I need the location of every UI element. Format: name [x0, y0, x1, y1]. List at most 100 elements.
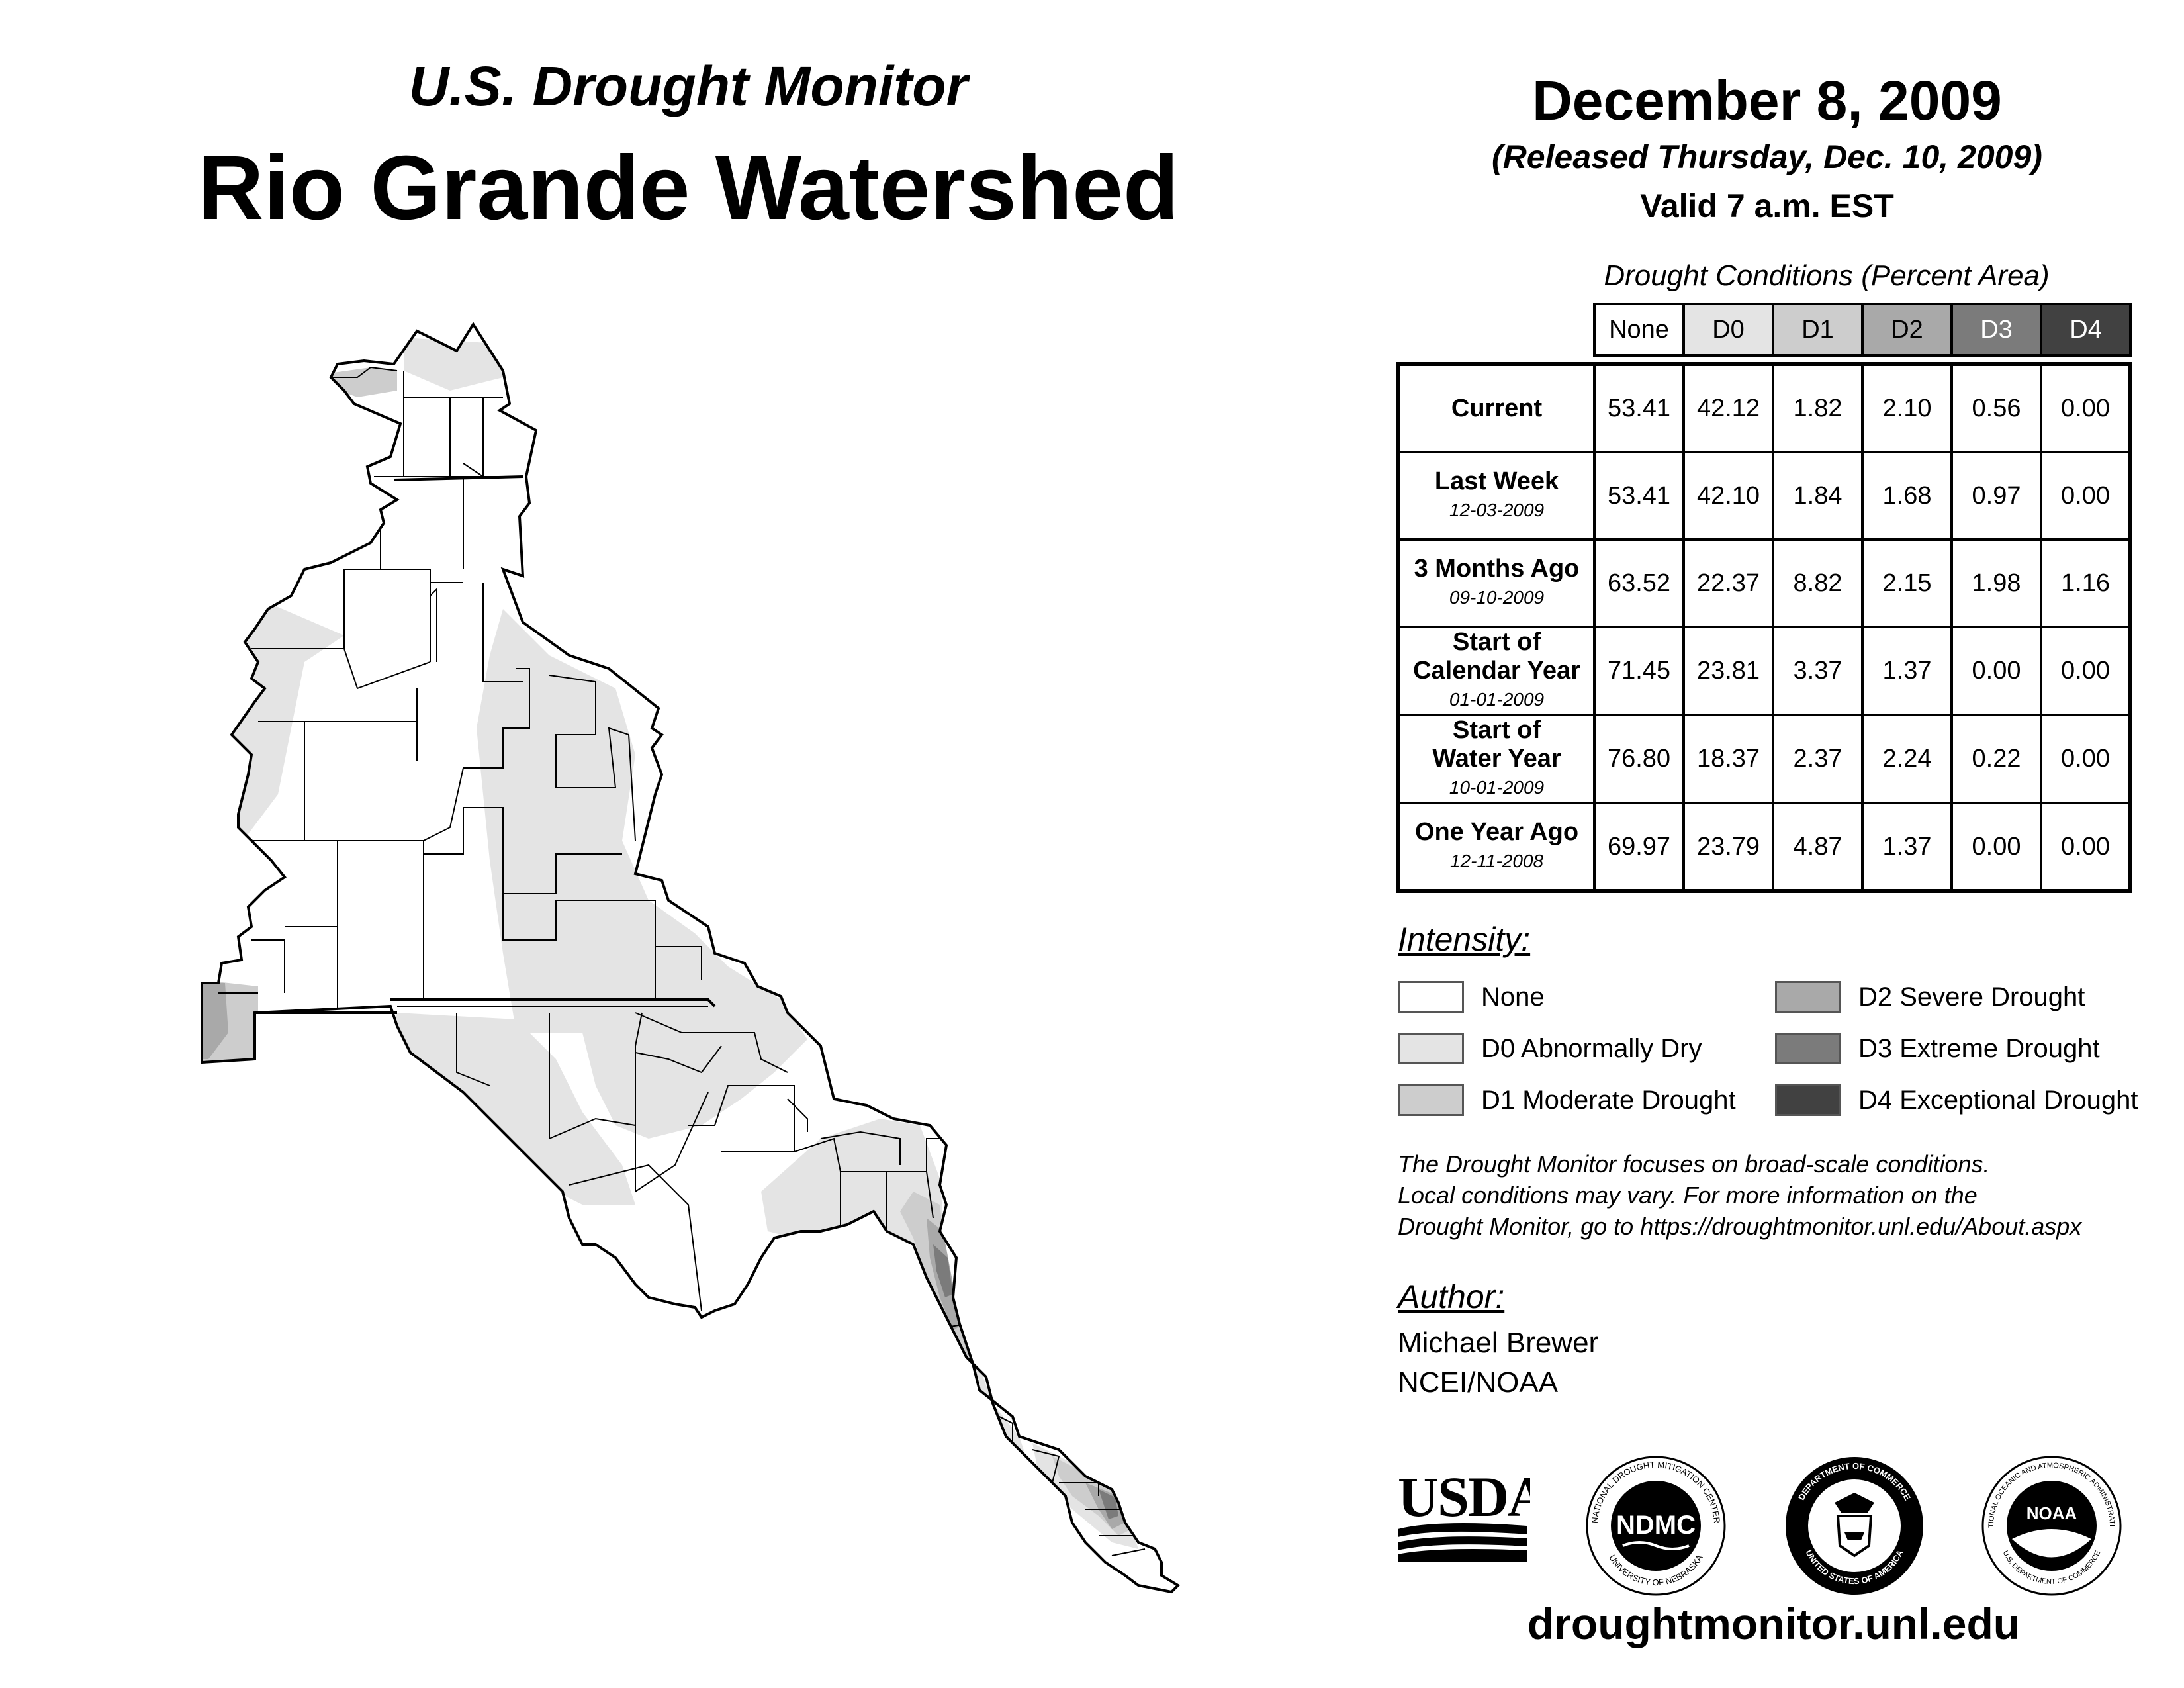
usda-wordmark: USDA: [1398, 1465, 1530, 1528]
row-label: Last Week 12-03-2009: [1397, 451, 1596, 541]
legend-item-d0: D0 Abnormally Dry: [1398, 1033, 1702, 1064]
legend-swatch: [1775, 981, 1841, 1013]
legend-item-d2: D2 Severe Drought: [1775, 981, 2085, 1013]
drought-conditions-table: None D0 D1 D2 D3 D4 Current 53.41 42.12 1.8…: [1396, 303, 2132, 893]
shield-icon: [1836, 1515, 1873, 1558]
table-cell: 0.00: [2040, 802, 2132, 892]
map-title: Rio Grande Watershed: [197, 137, 1179, 239]
table-cell: 53.41: [1593, 363, 1685, 453]
site-url[interactable]: droughtmonitor.unl.edu: [1527, 1599, 2021, 1648]
noaa-wordmark: NOAA: [2026, 1503, 2077, 1523]
table-cell: 23.79: [1682, 802, 1774, 892]
table-row: One Year Ago 12-11-2008 69.97 23.79 4.87 1.37…: [1397, 802, 2132, 892]
table-cell: 2.15: [1861, 538, 1953, 628]
col-d0: D0: [1682, 303, 1774, 357]
table-row: Last Week 12-03-2009 53.41 42.10 1.84 1.68 0.9…: [1397, 451, 2132, 541]
col-none: None: [1593, 303, 1685, 357]
drought-intensity-layer: [0, 0, 1324, 1688]
legend-swatch: [1398, 1084, 1464, 1116]
table-row: Start of Water Year 10-01-2009 76.80 18.37 2.…: [1397, 714, 2132, 804]
table-cell: 63.52: [1593, 538, 1685, 628]
table-cell: 42.10: [1682, 451, 1774, 541]
table-cell: 1.82: [1772, 363, 1864, 453]
table-cell: 2.10: [1861, 363, 1953, 453]
table-cell: 0.00: [2040, 626, 2132, 716]
table-cell: 22.37: [1682, 538, 1774, 628]
author-org: NCEI/NOAA: [1398, 1366, 1559, 1399]
valid-time: Valid 7 a.m. EST: [1640, 187, 1894, 224]
release-date: (Released Thursday, Dec. 10, 2009): [1492, 138, 2042, 175]
table-cell: 0.56: [1950, 363, 2042, 453]
table-cell: 4.87: [1772, 802, 1864, 892]
table-cell: 0.97: [1950, 451, 2042, 541]
disclaimer-note: The Drought Monitor focuses on broad-sca…: [1398, 1149, 2179, 1242]
table-cell: 76.80: [1593, 714, 1685, 804]
row-date: 01-01-2009: [1449, 689, 1545, 710]
table-cell: 1.16: [2040, 538, 2132, 628]
row-label: Start of Calendar Year 01-01-2009: [1397, 626, 1596, 716]
col-d1: D1: [1772, 303, 1864, 357]
row-date: 10-01-2009: [1449, 777, 1545, 798]
table-cell: 1.68: [1861, 451, 1953, 541]
table-cell: 0.00: [2040, 714, 2132, 804]
noaa-bird-icon: [2012, 1529, 2091, 1558]
table-cell: 3.37: [1772, 626, 1864, 716]
table-title: Drought Conditions (Percent Area): [1604, 259, 2050, 292]
ndmc-wordmark: NDMC: [1616, 1511, 1696, 1540]
table-cell: 8.82: [1772, 538, 1864, 628]
legend-item-none: None: [1398, 981, 1545, 1013]
col-d2: D2: [1861, 303, 1953, 357]
table-row: 3 Months Ago 09-10-2009 63.52 22.37 8.82 2.15…: [1397, 538, 2132, 628]
table-cell: 1.98: [1950, 538, 2042, 628]
row-label: 3 Months Ago 09-10-2009: [1397, 538, 1596, 628]
table-cell: 71.45: [1593, 626, 1685, 716]
table-cell: 42.12: [1682, 363, 1774, 453]
row-date: 12-03-2009: [1449, 500, 1545, 520]
legend-heading: Intensity:: [1398, 921, 1531, 958]
doc-seal: DEPARTMENT OF COMMERCE UNITED STATES OF …: [1786, 1457, 1923, 1595]
table-cell: 2.37: [1772, 714, 1864, 804]
legend-item-d3: D3 Extreme Drought: [1775, 1033, 2100, 1064]
table-cell: 0.00: [2040, 451, 2132, 541]
row-label: Start of Water Year 10-01-2009: [1397, 714, 1596, 804]
row-date: 09-10-2009: [1449, 587, 1545, 608]
row-date: 12-11-2008: [1449, 851, 1544, 871]
watershed-map: [0, 0, 1324, 1688]
table-cell: 23.81: [1682, 626, 1774, 716]
table-cell: 0.00: [1950, 802, 2042, 892]
col-d4: D4: [2040, 303, 2132, 357]
row-label: One Year Ago 12-11-2008: [1397, 802, 1596, 892]
legend-swatch: [1775, 1084, 1841, 1116]
author-name: Michael Brewer: [1398, 1327, 1599, 1359]
ndmc-logo: NATIONAL DROUGHT MITIGATION CENTER UNIVE…: [1586, 1456, 1726, 1596]
legend-item-d1: D1 Moderate Drought: [1398, 1084, 1736, 1116]
noaa-logo: NATIONAL OCEANIC AND ATMOSPHERIC ADMINIS…: [1979, 1453, 2122, 1596]
table-cell: 0.00: [2040, 363, 2132, 453]
legend-item-d4: D4 Exceptional Drought: [1775, 1084, 2138, 1116]
col-d3: D3: [1950, 303, 2042, 357]
area-none: [0, 0, 1324, 1688]
author-heading: Author:: [1398, 1278, 1505, 1315]
table-row: Current 53.41 42.12 1.82 2.10 0.56 0.00: [1397, 363, 2132, 453]
table-cell: 1.37: [1861, 626, 1953, 716]
legend-swatch: [1398, 1033, 1464, 1064]
map-date: December 8, 2009: [1532, 70, 2002, 132]
table-cell: 69.97: [1593, 802, 1685, 892]
legend-swatch: [1398, 981, 1464, 1013]
table-row: Start of Calendar Year 01-01-2009 71.45 23.8…: [1397, 626, 2132, 716]
d3-areas: [933, 1244, 1118, 1519]
about-link-text: Drought Monitor, go to https://droughtmo…: [1398, 1213, 2082, 1240]
usda-logo: USDA: [1398, 1465, 1530, 1562]
row-label: Current: [1397, 363, 1596, 453]
table-cell: 0.22: [1950, 714, 2042, 804]
table-cell: 2.24: [1861, 714, 1953, 804]
eagle-icon: [1835, 1493, 1874, 1513]
table-cell: 53.41: [1593, 451, 1685, 541]
table-cell: 0.00: [1950, 626, 2042, 716]
legend-swatch: [1775, 1033, 1841, 1064]
map-subtitle: U.S. Drought Monitor: [408, 55, 968, 117]
table-cell: 1.84: [1772, 451, 1864, 541]
table-cell: 1.37: [1861, 802, 1953, 892]
table-cell: 18.37: [1682, 714, 1774, 804]
table-corner: [1398, 304, 1594, 355]
